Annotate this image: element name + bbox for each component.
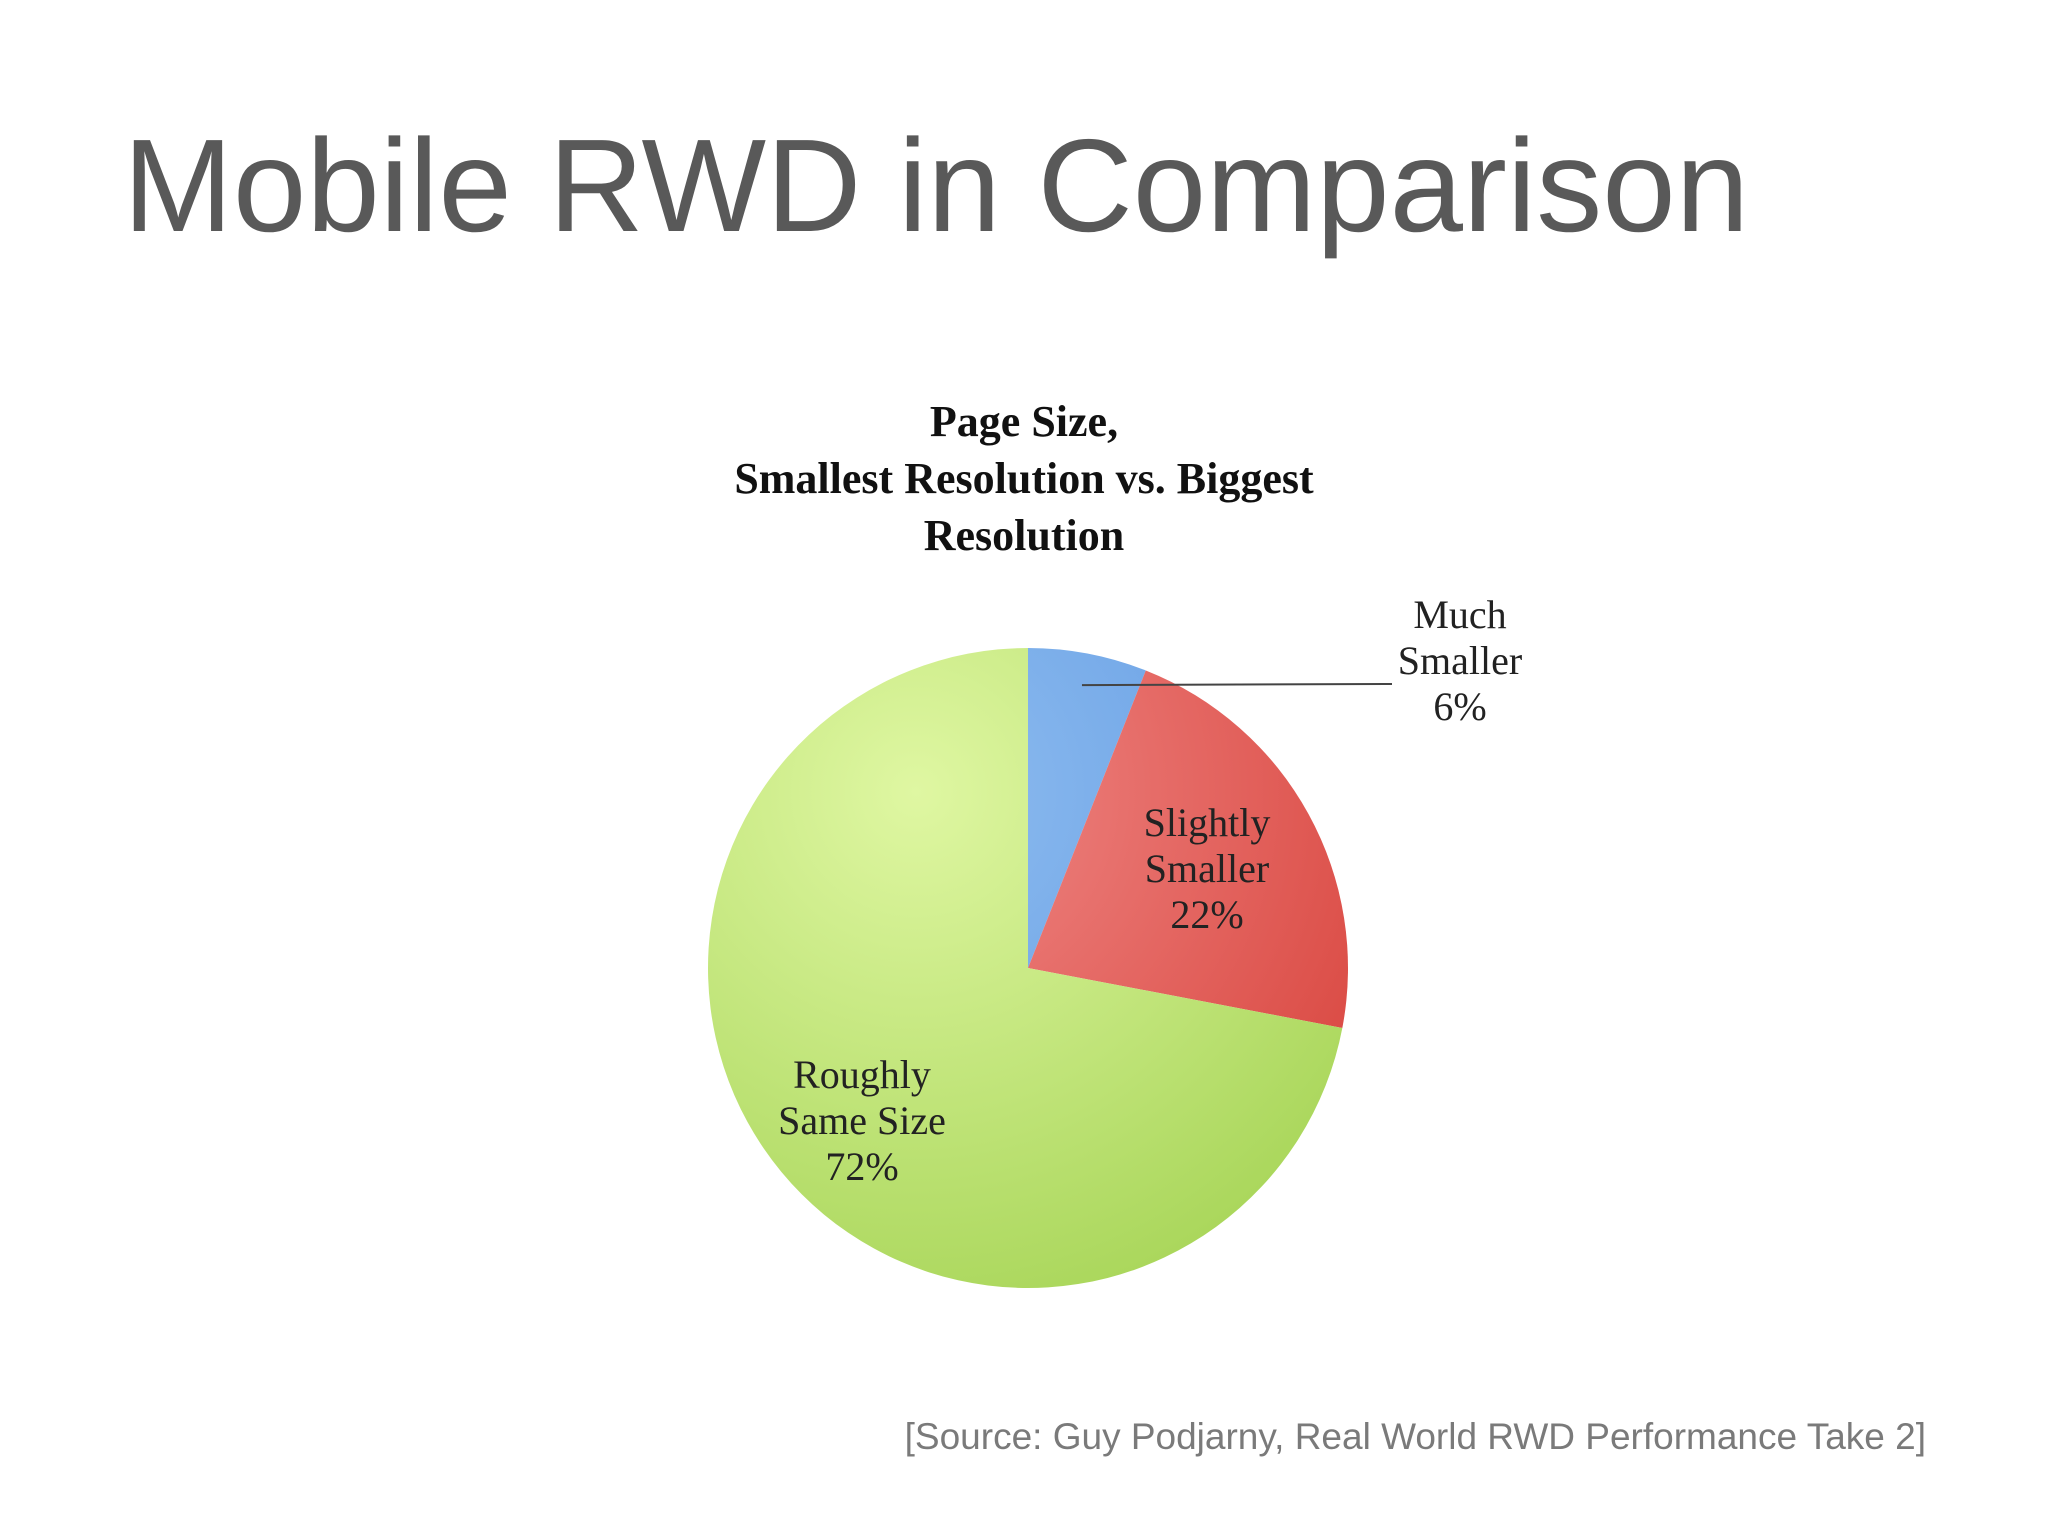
slice-category-label: Much: [1413, 592, 1506, 637]
slice-category-label: Same Size: [778, 1098, 946, 1143]
slice-labels: MuchSmaller6%SlightlySmaller22%RoughlySa…: [778, 592, 1522, 1189]
pie-slice: [708, 648, 1343, 1288]
chart-title-line: Resolution: [924, 511, 1124, 560]
pie-slice: [1028, 670, 1348, 1028]
slice-value-label: 72%: [825, 1144, 898, 1189]
slice-category-label: Roughly: [793, 1052, 931, 1097]
pie-slices: [708, 648, 1348, 1288]
leader-lines: [1081, 683, 1392, 687]
chart-title-line: Smallest Resolution vs. Biggest: [734, 454, 1314, 503]
leader-line: [1081, 683, 1392, 687]
slice-value-label: 6%: [1433, 684, 1486, 729]
pie-slice: [1028, 648, 1146, 968]
chart-title: Page Size, Smallest Resolution vs. Bigges…: [734, 397, 1314, 560]
slice-value-label: 22%: [1170, 892, 1243, 937]
slice-category-label: Smaller: [1145, 846, 1269, 891]
source-citation: [Source: Guy Podjarny, Real World RWD Pe…: [904, 1416, 1926, 1457]
slice-category-label: Smaller: [1398, 638, 1522, 683]
slide-title: Mobile RWD in Comparison: [123, 112, 1750, 259]
chart-title-line: Page Size,: [930, 397, 1118, 446]
slice-category-label: Slightly: [1144, 800, 1271, 845]
